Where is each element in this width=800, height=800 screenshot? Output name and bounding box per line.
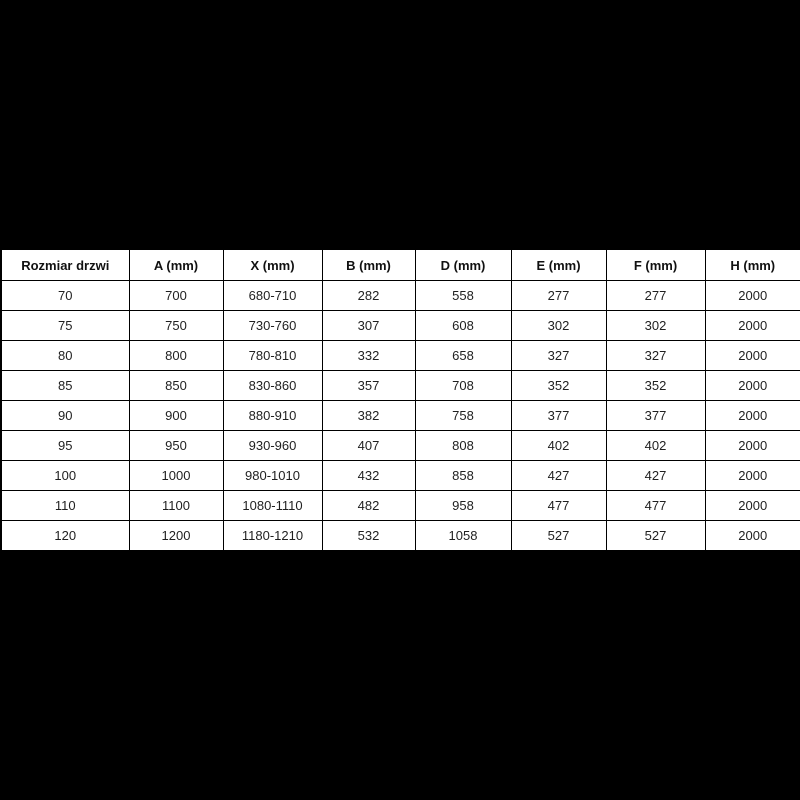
table-cell: 527 [605,520,706,552]
table-cell: 70 [0,280,130,311]
table-cell: 2000 [704,430,800,461]
table-cell: 277 [605,280,706,311]
table-cell: 658 [414,340,512,371]
table-cell: 1200 [128,520,224,552]
table-cell: 427 [510,460,607,491]
table-cell: 2000 [704,400,800,431]
table-header-row: Rozmiar drzwi A (mm) X (mm) B (mm) D (mm… [0,248,800,281]
table-cell: 90 [0,400,130,431]
table-cell: 850 [128,370,224,401]
table-cell: 282 [321,280,416,311]
column-header-a-mm: A (mm) [128,248,224,281]
table-cell: 708 [414,370,512,401]
table-cell: 85 [0,370,130,401]
table-cell: 80 [0,340,130,371]
table-row: 110 1100 1080-1110 482 958 477 477 2000 [0,490,800,521]
table-cell: 950 [128,430,224,461]
table-cell: 120 [0,520,130,552]
table-cell: 1080-1110 [222,490,323,521]
table-cell: 482 [321,490,416,521]
table-cell: 402 [510,430,607,461]
table-cell: 2000 [704,310,800,341]
table-cell: 2000 [704,490,800,521]
column-header-d-mm: D (mm) [414,248,512,281]
table-cell: 808 [414,430,512,461]
table-cell: 2000 [704,280,800,311]
table-cell: 680-710 [222,280,323,311]
table-cell: 2000 [704,340,800,371]
door-dimension-table: Rozmiar drzwi A (mm) X (mm) B (mm) D (mm… [0,248,800,552]
table-cell: 307 [321,310,416,341]
table-cell: 407 [321,430,416,461]
table-cell: 302 [605,310,706,341]
table-cell: 75 [0,310,130,341]
table-cell: 900 [128,400,224,431]
table-cell: 2000 [704,460,800,491]
table-cell: 327 [510,340,607,371]
column-header-f-mm: F (mm) [605,248,706,281]
table-cell: 352 [605,370,706,401]
table-cell: 750 [128,310,224,341]
table-cell: 930-960 [222,430,323,461]
table-cell: 377 [510,400,607,431]
column-header-h-mm: H (mm) [704,248,800,281]
table-row: 90 900 880-910 382 758 377 377 2000 [0,400,800,431]
column-header-x-mm: X (mm) [222,248,323,281]
table-row: 70 700 680-710 282 558 277 277 2000 [0,280,800,311]
table-cell: 100 [0,460,130,491]
table-cell: 382 [321,400,416,431]
table-cell: 532 [321,520,416,552]
table-cell: 758 [414,400,512,431]
table-cell: 780-810 [222,340,323,371]
table-cell: 2000 [704,520,800,552]
table-row: 75 750 730-760 307 608 302 302 2000 [0,310,800,341]
table-cell: 95 [0,430,130,461]
table-cell: 858 [414,460,512,491]
table-cell: 332 [321,340,416,371]
table-cell: 1058 [414,520,512,552]
table-row: 95 950 930-960 407 808 402 402 2000 [0,430,800,461]
table-cell: 730-760 [222,310,323,341]
table-cell: 327 [605,340,706,371]
table-row: 120 1200 1180-1210 532 1058 527 527 2000 [0,520,800,552]
table-cell: 880-910 [222,400,323,431]
table-cell: 110 [0,490,130,521]
table-cell: 830-860 [222,370,323,401]
table-cell: 477 [510,490,607,521]
table-cell: 427 [605,460,706,491]
table-cell: 357 [321,370,416,401]
table-cell: 558 [414,280,512,311]
table-cell: 2000 [704,370,800,401]
table-cell: 958 [414,490,512,521]
column-header-e-mm: E (mm) [510,248,607,281]
table-cell: 1100 [128,490,224,521]
table-cell: 980-1010 [222,460,323,491]
table-cell: 1000 [128,460,224,491]
table-cell: 432 [321,460,416,491]
table-cell: 352 [510,370,607,401]
dimension-table-container: Rozmiar drzwi A (mm) X (mm) B (mm) D (mm… [0,248,800,552]
table-row: 80 800 780-810 332 658 327 327 2000 [0,340,800,371]
table-cell: 800 [128,340,224,371]
table-cell: 302 [510,310,607,341]
table-row: 85 850 830-860 357 708 352 352 2000 [0,370,800,401]
table-cell: 277 [510,280,607,311]
table-cell: 377 [605,400,706,431]
table-cell: 608 [414,310,512,341]
table-row: 100 1000 980-1010 432 858 427 427 2000 [0,460,800,491]
spec-table-body: 70 700 680-710 282 558 277 277 2000 75 750 730-760… [0,280,800,552]
table-cell: 700 [128,280,224,311]
table-cell: 1180-1210 [222,520,323,552]
column-header-b-mm: B (mm) [321,248,416,281]
column-header-rozmiar-drzwi: Rozmiar drzwi [0,248,130,281]
table-cell: 402 [605,430,706,461]
table-cell: 477 [605,490,706,521]
table-cell: 527 [510,520,607,552]
